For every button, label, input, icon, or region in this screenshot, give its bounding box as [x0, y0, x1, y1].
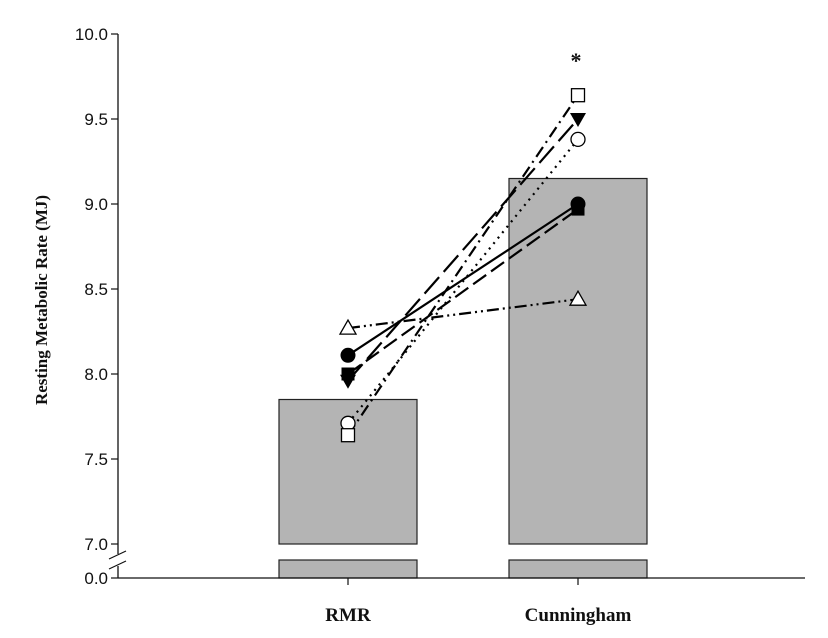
y-tick-label: 7.0: [84, 535, 108, 554]
series-line-2: [347, 208, 579, 375]
data-point-square-filled: [571, 202, 585, 216]
bars-layer: [278, 177, 648, 579]
data-point-circle-filled: [340, 347, 356, 363]
y-tick-label: 9.0: [84, 195, 108, 214]
bar-cunningham: [508, 177, 648, 545]
data-point-square-open: [340, 428, 356, 443]
series-line-6: [347, 298, 579, 330]
bar-stub-rmr: [278, 559, 418, 579]
series-line-5: [347, 94, 579, 436]
series-line-3: [347, 118, 579, 382]
category-label-rmr: RMR: [325, 605, 371, 626]
data-point-triangle-up-open: [568, 289, 588, 306]
y-tick-label: 8.0: [84, 365, 108, 384]
y-tick-label: 10.0: [75, 25, 108, 44]
y-axis-title: Resting Metabolic Rate (MJ): [32, 195, 51, 405]
data-point-triangle-down: [570, 113, 586, 127]
significance-asterisk: *: [571, 48, 582, 73]
y-axis: 10.0 9.5 9.0 8.5 8.0 7.5 7.0 0.0: [75, 25, 805, 588]
y-tick-label: 9.5: [84, 110, 108, 129]
category-label-cunningham: Cunningham: [525, 605, 632, 626]
y-tick-label: 7.5: [84, 450, 108, 469]
data-point-circle-open: [570, 131, 586, 148]
axis-break-mark-lower: [108, 560, 127, 570]
axis-break-mark-upper: [108, 550, 127, 560]
y-tick-label-zero: 0.0: [84, 569, 108, 588]
series-layer: [338, 88, 588, 443]
data-point-triangle-down: [340, 374, 356, 389]
bar-stub-cunningham: [508, 559, 648, 579]
series-line-1: [347, 203, 579, 357]
data-point-square-open: [570, 88, 586, 103]
y-tick-label: 8.5: [84, 280, 108, 299]
series-line-4: [347, 138, 579, 424]
data-point-triangle-up-open: [338, 318, 358, 335]
